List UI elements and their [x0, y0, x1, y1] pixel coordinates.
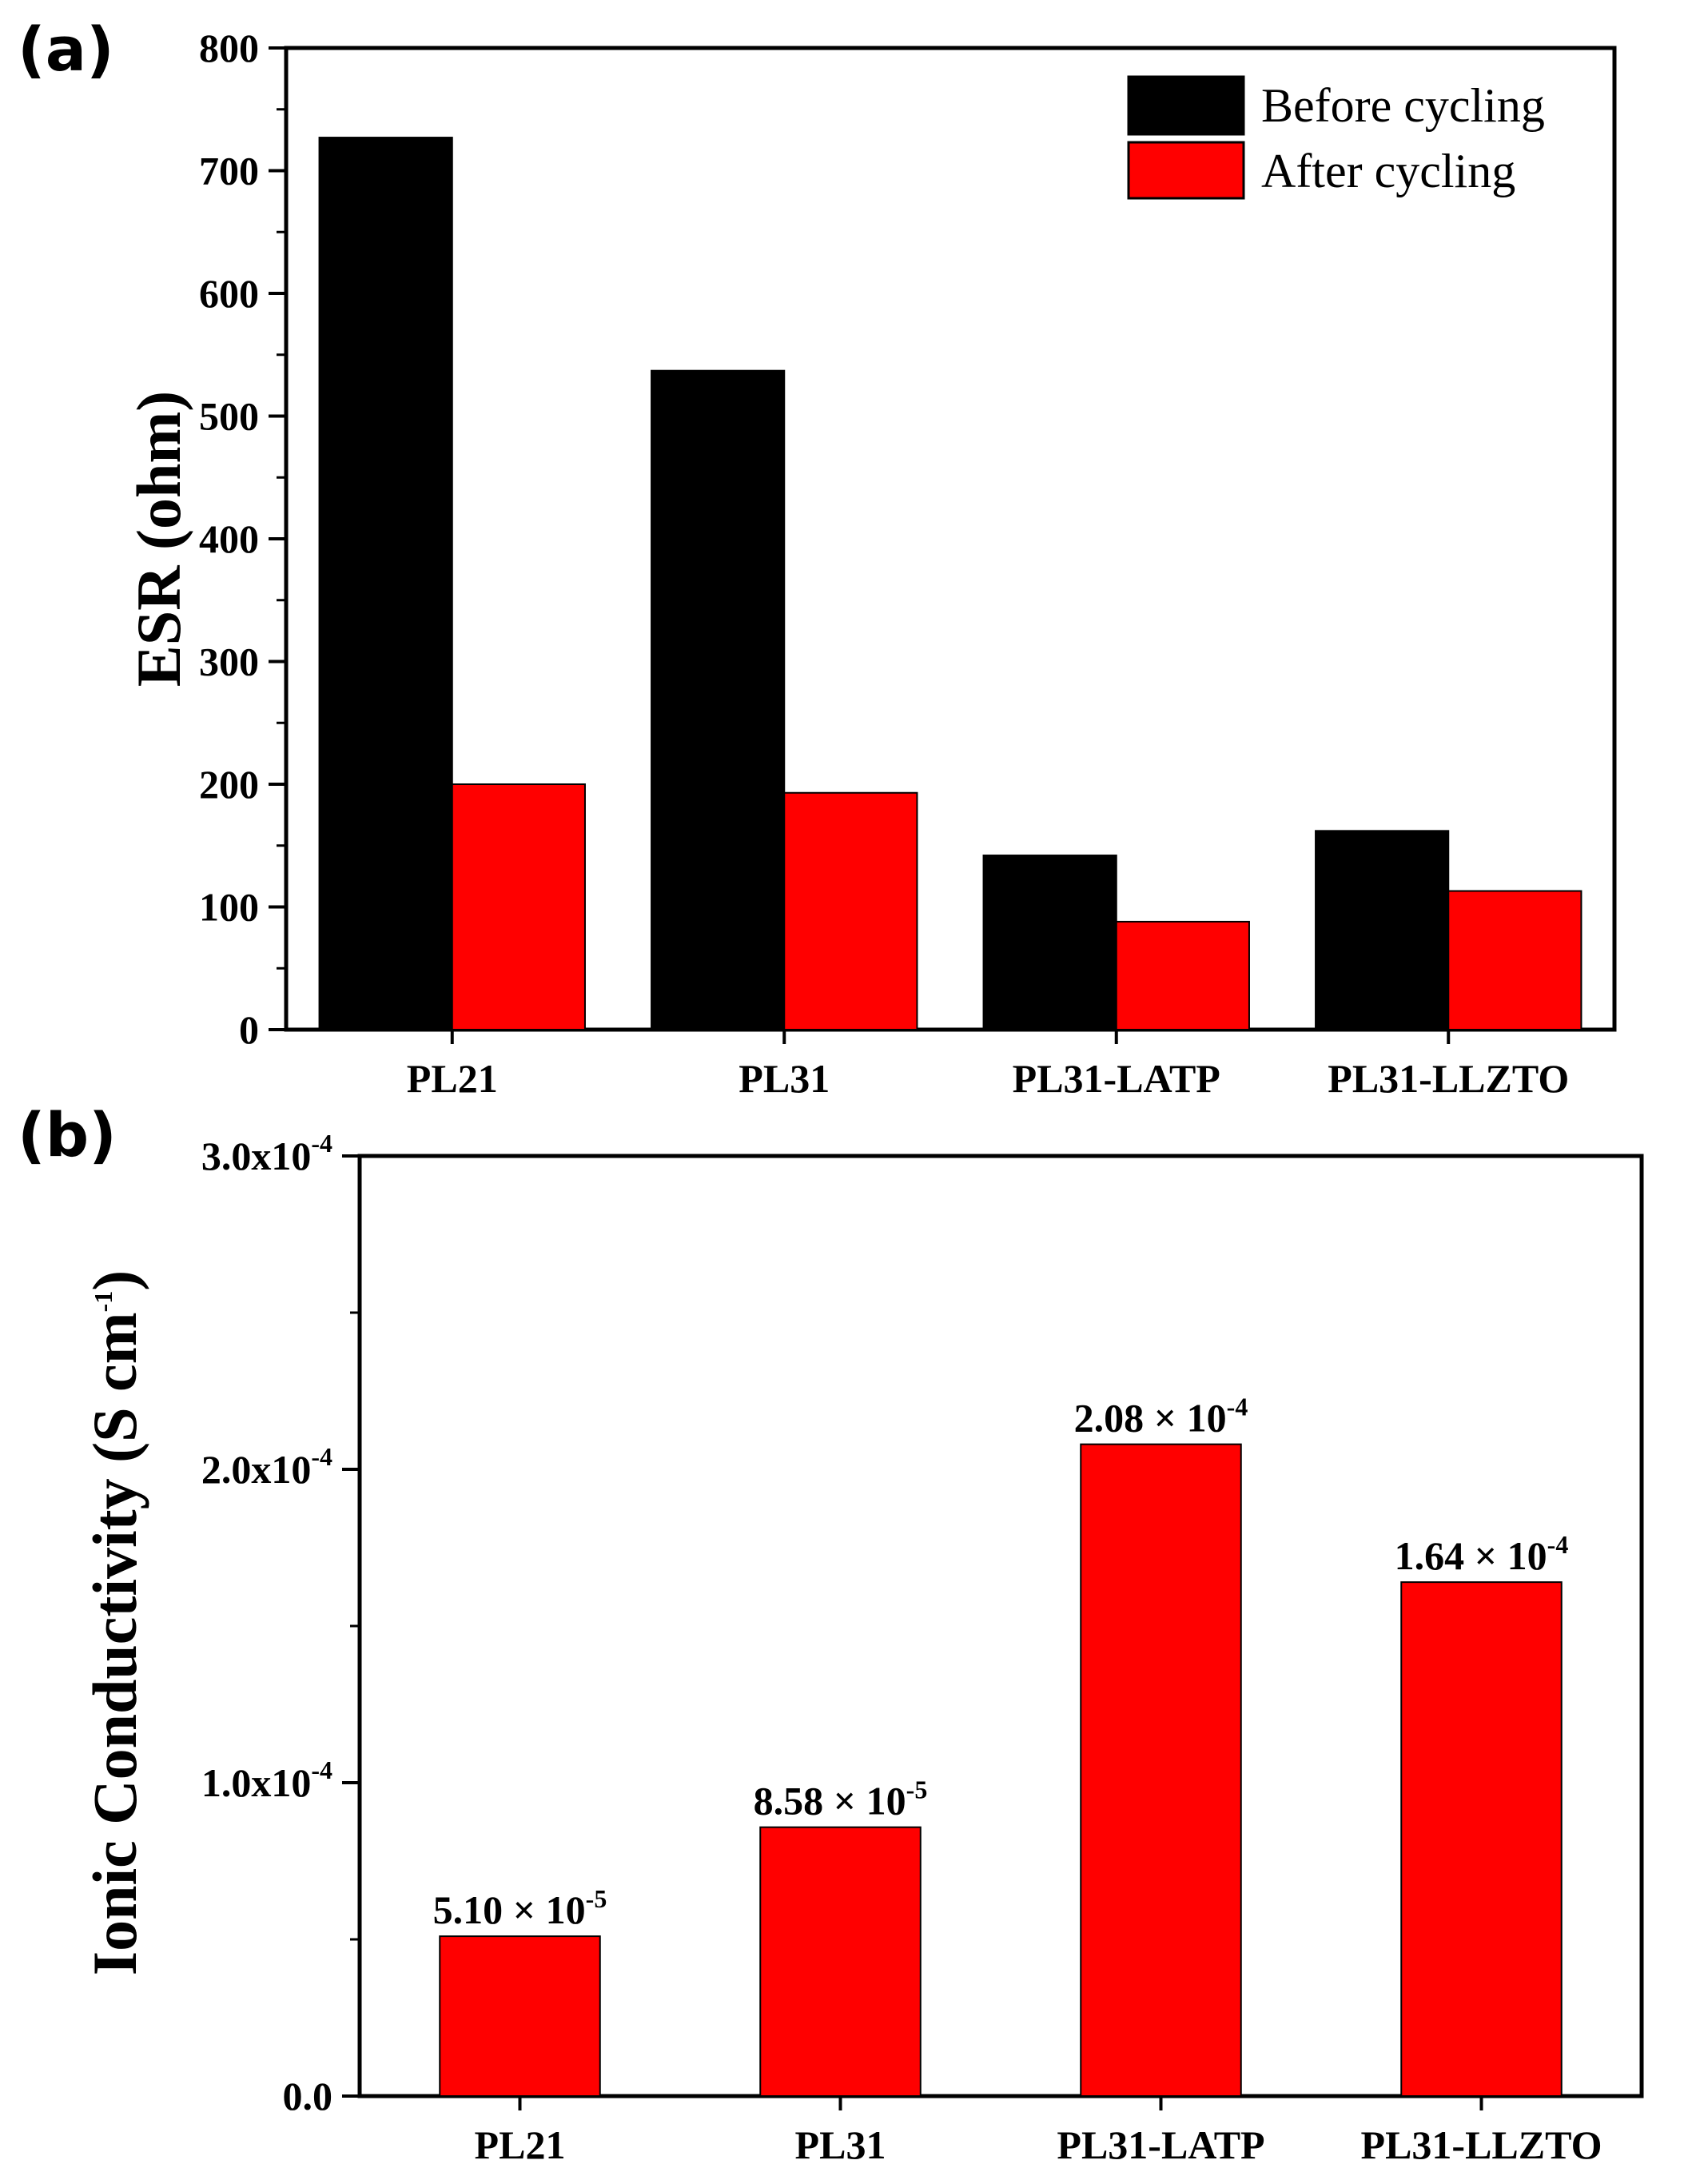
y-tick-label-400: 400 [199, 516, 259, 561]
y-tick-label-500: 500 [199, 394, 259, 439]
x-tick-label-pl21: PL21 [407, 1056, 498, 1101]
x-tick-label-pl31: PL31 [738, 1056, 830, 1101]
legend-swatch-before-cycling [1127, 75, 1245, 136]
x-tick-label-pl31-latp: PL31-LATP [1013, 1056, 1220, 1101]
bar-pl31-latp [1080, 1443, 1242, 2097]
data-label-pl31: 8.58 × 10-5 [754, 1775, 928, 1823]
legend-label-after-cycling: After cycling [1261, 145, 1515, 197]
bar-after-cycling-pl31-llzto [1447, 890, 1582, 1031]
bar-pl31 [759, 1826, 922, 2098]
conductivity-bars [439, 1443, 1563, 2098]
bar-before-cycling-pl21 [318, 137, 453, 1030]
legend-label-before-cycling: Before cycling [1261, 79, 1545, 132]
y-tick-label-3-0x10-4: 3.0x10-4 [201, 1129, 332, 1178]
esr-bars [318, 137, 1582, 1031]
y-tick-label-800: 800 [199, 26, 259, 70]
bar-after-cycling-pl31-latp [1115, 920, 1250, 1031]
y-tick-label-200: 200 [199, 762, 259, 807]
legend-swatch-after-cycling [1127, 141, 1245, 200]
conductivity-data-labels: 5.10 × 10-5 8.58 × 10-5 2.08 × 10-4 1.64 × … [433, 1393, 1569, 1932]
conductivity-y-axis-title: Ionic Conductivity (S cm-1) [80, 1270, 149, 1976]
bar-before-cycling-pl31 [651, 369, 786, 1030]
data-label-pl31-llzto: 1.64 × 10-4 [1395, 1530, 1569, 1578]
bar-before-cycling-pl31-latp [982, 855, 1117, 1031]
bar-pl21 [439, 1935, 601, 2098]
bar-before-cycling-pl31-llzto [1315, 830, 1450, 1030]
panel-b-label: (b) [18, 1099, 117, 1170]
esr-y-axis-title: ESR (ohm) [124, 391, 193, 687]
conductivity-y-axis-ticks: 0.0 1.0x10-4 2.0x10-4 3.0x10-4 [201, 1129, 1483, 2118]
x-tick-label-pl21: PL21 [475, 2122, 566, 2167]
esr-x-axis-labels: PL21 PL31 PL31-LATP PL31-LLZTO [407, 1056, 1569, 1101]
y-tick-label-700: 700 [199, 149, 259, 193]
y-tick-label-0-0: 0.0 [283, 2074, 333, 2118]
x-tick-label-pl31-latp: PL31-LATP [1057, 2122, 1264, 2167]
data-label-pl31-latp: 2.08 × 10-4 [1074, 1393, 1248, 1441]
bar-pl31-llzto [1400, 1581, 1563, 2097]
conductivity-x-axis-labels: PL21 PL31 PL31-LATP PL31-LLZTO [475, 2122, 1602, 2167]
esr-bar-chart: 0 100 200 300 400 500 600 700 800 PL21 PL31 PL31-L… [124, 26, 1617, 1101]
data-label-pl21: 5.10 × 10-5 [433, 1884, 607, 1932]
x-tick-label-pl31-llzto: PL31-LLZTO [1361, 2122, 1602, 2167]
y-tick-label-0: 0 [239, 1007, 259, 1052]
x-tick-label-pl31-llzto: PL31-LLZTO [1328, 1056, 1569, 1101]
y-tick-label-100: 100 [199, 885, 259, 930]
y-tick-label-300: 300 [199, 640, 259, 684]
panel-a-label: (a) [18, 14, 114, 85]
y-tick-label-1-0x10-4: 1.0x10-4 [201, 1756, 332, 1805]
conductivity-bar-chart: 0.0 1.0x10-4 2.0x10-4 3.0x10-4 PL21 PL31 PL31… [80, 1129, 1644, 2167]
x-tick-label-pl31: PL31 [795, 2122, 886, 2167]
y-tick-label-600: 600 [199, 271, 259, 316]
bar-after-cycling-pl31 [783, 791, 918, 1030]
y-tick-label-2-0x10-4: 2.0x10-4 [201, 1442, 332, 1492]
esr-legend: Before cycling After cycling [1127, 75, 1545, 200]
esr-y-axis-ticks: 0 100 200 300 400 500 600 700 800 [199, 26, 1451, 1052]
bar-after-cycling-pl21 [451, 783, 586, 1030]
